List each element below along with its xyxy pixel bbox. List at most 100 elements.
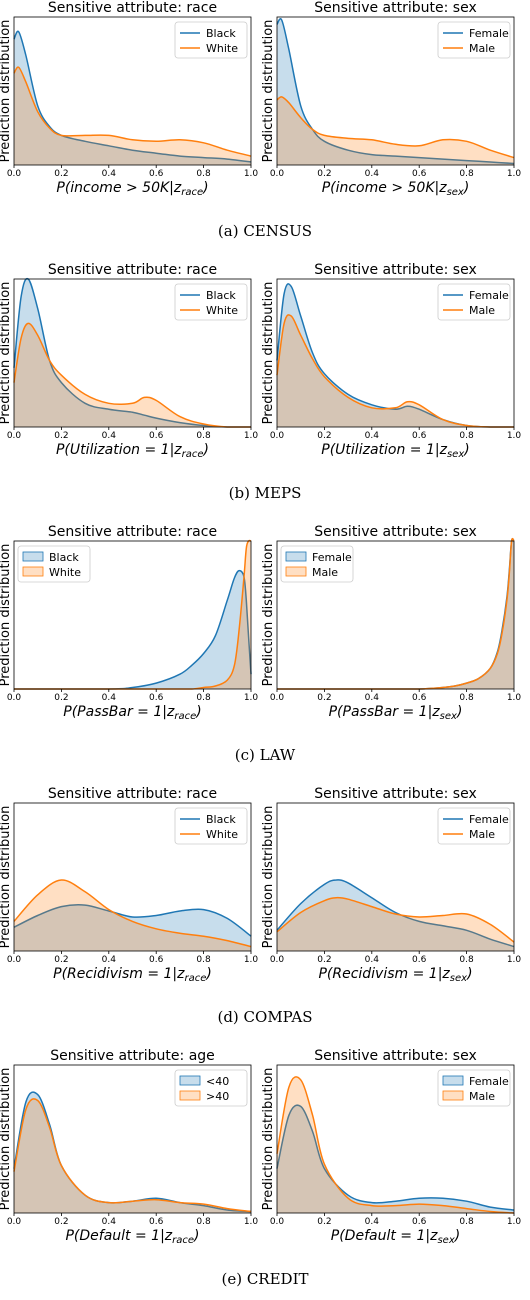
y-axis-label: Prediction distribution	[261, 282, 276, 425]
legend-swatch	[179, 1075, 201, 1086]
x-tick-label: 1.0	[507, 1217, 522, 1227]
legend-label: Black	[49, 551, 79, 564]
x-tick-label: 0.6	[412, 169, 427, 179]
x-tick-label: 1.0	[244, 169, 259, 179]
legend-label: Black	[206, 813, 236, 826]
x-tick-label: 0.6	[412, 431, 427, 441]
x-tick-label: 0.0	[270, 431, 285, 441]
subfigure-3: Sensitive attribute: race Prediction dist…	[0, 524, 521, 764]
chart-panel: Sensitive attribute: sex Prediction distr…	[261, 1048, 521, 1246]
legend: Female Male	[280, 545, 354, 583]
x-tick-label: 0.2	[317, 693, 331, 703]
x-axis-label: P(Default = 1|zsex)	[331, 1228, 460, 1246]
x-tick-label: 0.6	[412, 1217, 427, 1227]
legend: Black White	[17, 545, 91, 583]
density-line-40	[13, 1098, 252, 1213]
x-tick-label: 0.0	[270, 1217, 285, 1227]
x-axis-label: P(income > 50K|zsex)	[322, 180, 470, 198]
legend-label: Female	[469, 813, 509, 826]
legend-box	[437, 283, 511, 321]
x-tick-label: 1.0	[244, 1217, 259, 1227]
legend-swatch	[285, 551, 307, 562]
chart-panel: Sensitive attribute: sex Prediction distr…	[261, 524, 521, 722]
legend-box	[174, 1069, 248, 1107]
x-axis-label: P(Recidivism = 1|zsex)	[318, 966, 472, 984]
subfigure-1: Sensitive attribute: race Prediction dist…	[0, 0, 521, 240]
plot-frame	[13, 540, 252, 690]
x-tick-label: 0.2	[317, 955, 331, 965]
legend-box	[437, 1069, 511, 1107]
x-tick-label: 0.8	[196, 169, 211, 179]
subfigure-4: Sensitive attribute: race Prediction dist…	[0, 786, 521, 1026]
subfigure-5: Sensitive attribute: age Prediction distr…	[0, 1048, 521, 1288]
panel-title: Sensitive attribute: race	[48, 0, 217, 16]
subfigure-2: Sensitive attribute: race Prediction dist…	[0, 262, 521, 502]
plot-frame	[276, 278, 515, 428]
x-axis-label: P(Utilization = 1|zsex)	[321, 442, 469, 460]
legend-box	[17, 545, 91, 583]
legend-box	[437, 21, 511, 59]
density-area-40	[14, 1092, 251, 1213]
panel-title: Sensitive attribute: race	[48, 262, 217, 278]
density-line-white	[13, 322, 251, 428]
x-tick-label: 0.4	[102, 431, 117, 441]
plot-frame	[13, 278, 252, 428]
panel-title: Sensitive attribute: sex	[314, 524, 476, 540]
subfigure-caption: (d) COMPAS	[217, 1008, 312, 1026]
legend-swatch	[442, 1090, 464, 1101]
subfigure-caption: (b) MEPS	[229, 484, 302, 502]
x-tick-label: 0.8	[196, 1217, 211, 1227]
density-area-white	[14, 323, 251, 427]
subfigure-caption: (e) CREDIT	[221, 1270, 308, 1288]
legend-label: <40	[206, 1075, 229, 1088]
x-tick-label: 0.8	[459, 693, 474, 703]
density-line-male	[276, 314, 514, 428]
x-tick-label: 0.0	[7, 169, 22, 179]
legend-swatch	[22, 566, 44, 577]
x-tick-label: 1.0	[507, 169, 522, 179]
density-line-black	[13, 904, 252, 937]
legend-label: White	[206, 304, 238, 317]
x-tick-label: 0.6	[149, 955, 164, 965]
density-area-female	[277, 538, 514, 689]
legend-label: Male	[312, 566, 338, 579]
x-tick-label: 1.0	[507, 693, 522, 703]
x-tick-label: 0.8	[196, 431, 211, 441]
x-axis-label: P(PassBar = 1|zsex)	[329, 704, 463, 722]
legend-box	[174, 21, 248, 59]
density-line-male	[276, 896, 515, 943]
x-tick-label: 0.8	[459, 169, 474, 179]
legend: <40>40	[174, 1069, 248, 1107]
density-area-40	[14, 1098, 251, 1213]
density-line-female	[276, 879, 515, 948]
x-tick-label: 0.4	[102, 169, 117, 179]
density-area-male	[277, 1076, 514, 1213]
density-line-white	[13, 66, 252, 157]
x-tick-label: 0.2	[54, 955, 68, 965]
chart-panel: Sensitive attribute: sex Prediction distr…	[261, 262, 521, 460]
plot-frame	[276, 802, 515, 952]
density-area-black	[14, 278, 251, 427]
y-axis-label: Prediction distribution	[261, 20, 276, 163]
density-line-male	[276, 1076, 515, 1214]
y-axis-label: Prediction distribution	[0, 20, 13, 163]
x-axis-label: P(Utilization = 1|zrace)	[56, 442, 209, 460]
plot-frame	[276, 16, 515, 166]
legend: Black White	[174, 21, 248, 59]
density-area-male	[277, 897, 514, 951]
legend-box	[174, 807, 248, 845]
legend-box	[174, 283, 248, 321]
legend-label: White	[206, 42, 238, 55]
x-tick-label: 1.0	[507, 431, 522, 441]
y-axis-label: Prediction distribution	[0, 1068, 13, 1211]
legend-label: Female	[469, 1075, 509, 1088]
x-axis-label: P(PassBar = 1|zrace)	[63, 704, 201, 722]
x-tick-label: 0.6	[149, 1217, 164, 1227]
x-tick-label: 0.8	[196, 955, 211, 965]
x-axis-label: P(Default = 1|zrace)	[65, 1228, 199, 1246]
panel-title: Sensitive attribute: race	[48, 786, 217, 802]
legend: Black White	[174, 283, 248, 321]
density-area-white	[14, 879, 251, 951]
legend-label: >40	[206, 1090, 229, 1103]
legend-swatch	[179, 1090, 201, 1101]
